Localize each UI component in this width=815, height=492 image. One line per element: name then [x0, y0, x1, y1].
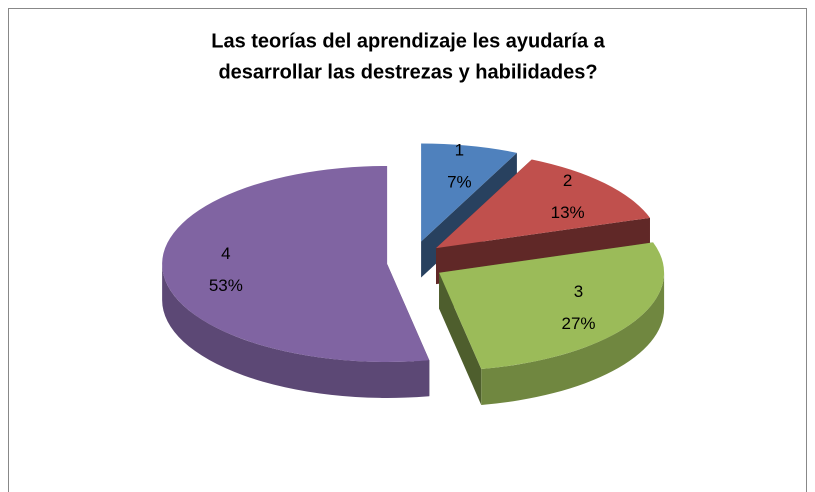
- slice-category-label: 3: [574, 282, 583, 301]
- chart-border: [8, 8, 807, 492]
- slice-value-label: 13%: [551, 203, 585, 222]
- chart-title-line: desarrollar las destrezas y habilidades?: [218, 61, 597, 83]
- pie-slice: [162, 165, 430, 362]
- slice-category-label: 4: [221, 244, 230, 263]
- slice-value-label: 27%: [562, 314, 596, 333]
- slice-value-label: 7%: [447, 172, 472, 191]
- pie-slice: [436, 159, 650, 249]
- chart-title-line: Las teorías del aprendizaje les ayudaría…: [211, 30, 605, 52]
- slice-category-label: 1: [455, 140, 464, 159]
- slice-outer-wall: [481, 272, 665, 405]
- slice-outer-wall: [162, 263, 430, 398]
- pie-slice-group: [162, 165, 430, 398]
- pie-slice: [439, 242, 665, 369]
- slice-category-label: 2: [563, 171, 572, 190]
- slice-value-label: 53%: [209, 276, 243, 295]
- pie-slice: [421, 143, 517, 242]
- pie-slice-group: [439, 242, 665, 405]
- slice-side-wall: [439, 272, 482, 405]
